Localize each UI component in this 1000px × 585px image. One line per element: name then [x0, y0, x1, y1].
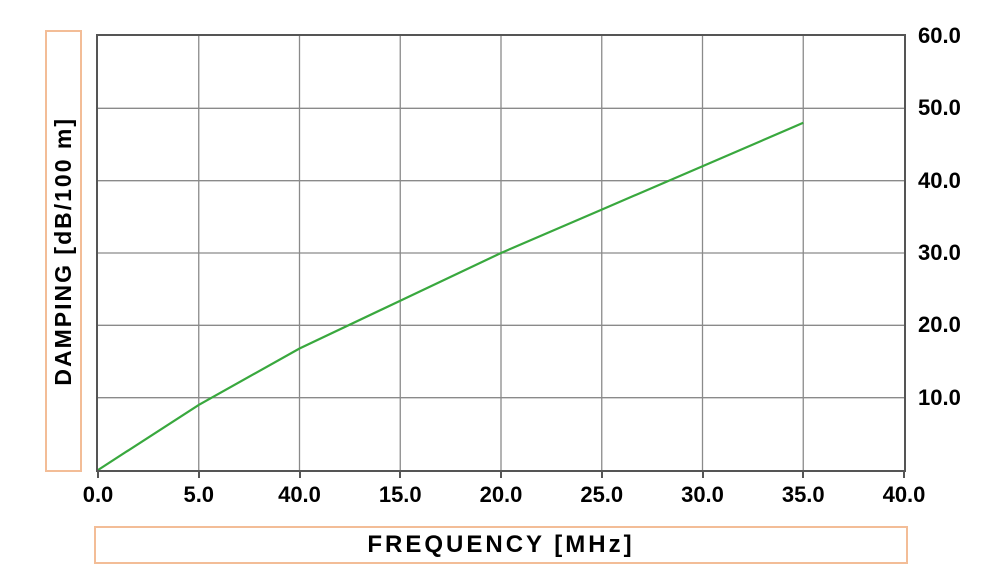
- x-tick-label: 40.0: [882, 482, 926, 507]
- x-tick-mark: [399, 472, 402, 478]
- x-tick-label: 5.0: [183, 482, 215, 507]
- plot-canvas: [98, 36, 904, 470]
- x-tick-mark: [701, 472, 704, 478]
- x-tick-mark: [802, 472, 805, 478]
- y-tick-label: 40.0: [918, 167, 961, 193]
- x-tick-label: 15.0: [378, 482, 422, 507]
- x-tick-label: 25.0: [580, 482, 624, 507]
- x-tick-mark: [97, 472, 99, 478]
- x-tick-label: 20.0: [479, 482, 523, 507]
- damping-series-line: [98, 121, 804, 470]
- x-tick-label: 40.0: [278, 482, 321, 507]
- x-tick-mark: [197, 472, 200, 478]
- x-axis-title-box: FREQUENCY [MHz]: [94, 526, 908, 564]
- y-axis-title-box: DAMPING [dB/100 m]: [45, 30, 82, 472]
- x-tick-mark: [903, 472, 905, 478]
- x-tick-label: 0.0: [82, 482, 114, 507]
- y-tick-label: 10.0: [918, 384, 961, 410]
- x-axis-tickmarks: [97, 472, 905, 478]
- x-tick-mark: [500, 472, 502, 478]
- y-tick-label: 20.0: [918, 312, 961, 338]
- x-tick-label: 30.0: [681, 482, 724, 507]
- x-axis-title: FREQUENCY [MHz]: [367, 531, 635, 558]
- y-axis-tick-labels: 60.0 50.0 40.0 30.0 20.0 10.0: [918, 25, 996, 470]
- x-tick-label: 35.0: [781, 482, 825, 507]
- x-tick-mark: [298, 472, 301, 478]
- y-axis-title: DAMPING [dB/100 m]: [50, 116, 76, 386]
- y-tick-label: 60.0: [918, 23, 961, 48]
- x-axis-tick-labels: 0.0 5.0 40.0 15.0 20.0 25.0 30.0 35.0 40.0: [83, 482, 926, 508]
- x-tick-mark: [600, 472, 603, 478]
- plot-area: [96, 34, 906, 472]
- y-tick-label: 30.0: [918, 240, 961, 265]
- y-tick-label: 50.0: [918, 95, 961, 121]
